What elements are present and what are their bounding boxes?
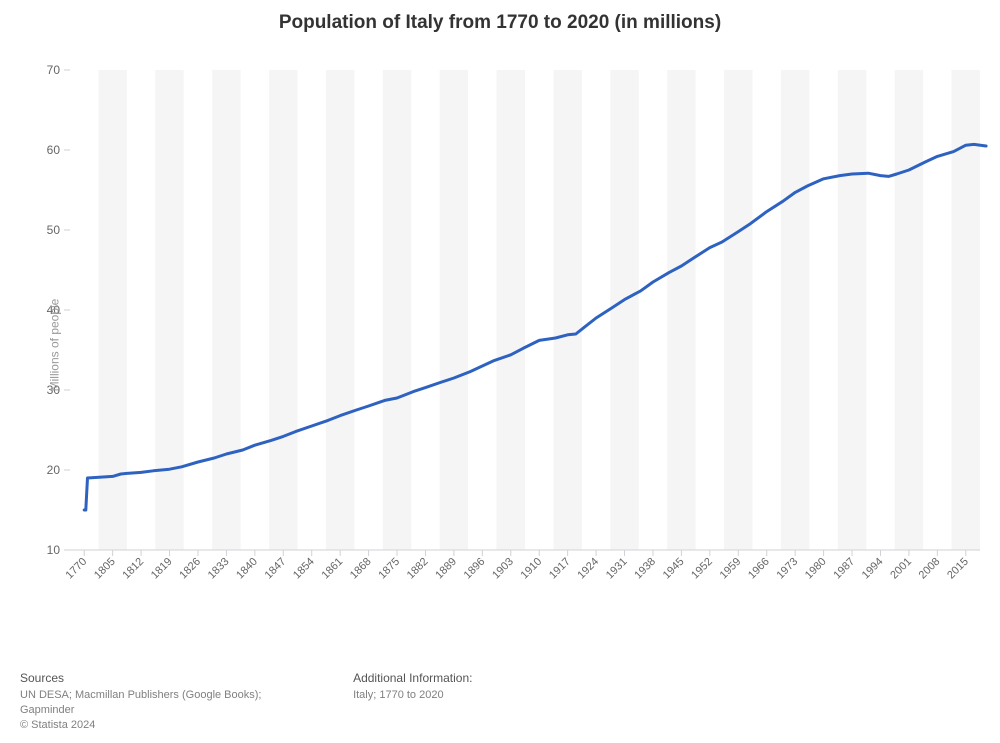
additional-info-body: Italy; 1770 to 2020 <box>353 688 653 703</box>
line-chart-svg: 1020304050607017701805181218191826183318… <box>0 50 1000 640</box>
svg-text:1826: 1826 <box>177 556 203 582</box>
copyright-text: © Statista 2024 <box>20 718 310 733</box>
svg-text:1770: 1770 <box>64 556 90 582</box>
svg-text:2015: 2015 <box>945 556 971 582</box>
svg-text:1910: 1910 <box>519 556 545 582</box>
svg-text:1903: 1903 <box>490 556 516 582</box>
svg-text:1980: 1980 <box>803 556 829 582</box>
svg-text:1847: 1847 <box>263 556 289 582</box>
svg-text:10: 10 <box>47 543 61 557</box>
svg-text:1875: 1875 <box>376 556 402 582</box>
chart-footer: Sources UN DESA; Macmillan Publishers (G… <box>20 670 693 733</box>
sources-body: UN DESA; Macmillan Publishers (Google Bo… <box>20 688 310 718</box>
svg-text:1931: 1931 <box>604 556 630 582</box>
svg-text:1987: 1987 <box>831 556 857 582</box>
svg-text:1945: 1945 <box>661 556 687 582</box>
svg-text:1840: 1840 <box>234 556 260 582</box>
svg-text:1812: 1812 <box>120 556 146 582</box>
svg-text:2001: 2001 <box>888 556 914 582</box>
chart-title: Population of Italy from 1770 to 2020 (i… <box>0 12 1000 34</box>
y-axis-title: Millions of people <box>47 299 61 392</box>
svg-text:1882: 1882 <box>405 556 431 582</box>
svg-text:1833: 1833 <box>206 556 232 582</box>
svg-text:1973: 1973 <box>774 556 800 582</box>
svg-text:1819: 1819 <box>149 556 175 582</box>
svg-text:1889: 1889 <box>433 556 459 582</box>
svg-text:70: 70 <box>47 63 61 77</box>
svg-text:1924: 1924 <box>575 556 601 582</box>
additional-info-heading: Additional Information: <box>353 670 653 686</box>
svg-text:1854: 1854 <box>291 556 317 582</box>
svg-text:1896: 1896 <box>462 556 488 582</box>
svg-text:1994: 1994 <box>860 556 886 582</box>
chart-area: Millions of people 102030405060701770180… <box>0 50 1000 640</box>
svg-text:1868: 1868 <box>348 556 374 582</box>
svg-text:1861: 1861 <box>319 556 345 582</box>
svg-text:20: 20 <box>47 463 61 477</box>
svg-text:1805: 1805 <box>92 556 118 582</box>
svg-text:2008: 2008 <box>917 556 943 582</box>
svg-text:50: 50 <box>47 223 61 237</box>
svg-text:1917: 1917 <box>547 556 573 582</box>
sources-heading: Sources <box>20 670 310 686</box>
svg-text:1959: 1959 <box>718 556 744 582</box>
svg-text:60: 60 <box>47 143 61 157</box>
svg-text:1938: 1938 <box>632 556 658 582</box>
svg-text:1966: 1966 <box>746 556 772 582</box>
svg-text:1952: 1952 <box>689 556 715 582</box>
